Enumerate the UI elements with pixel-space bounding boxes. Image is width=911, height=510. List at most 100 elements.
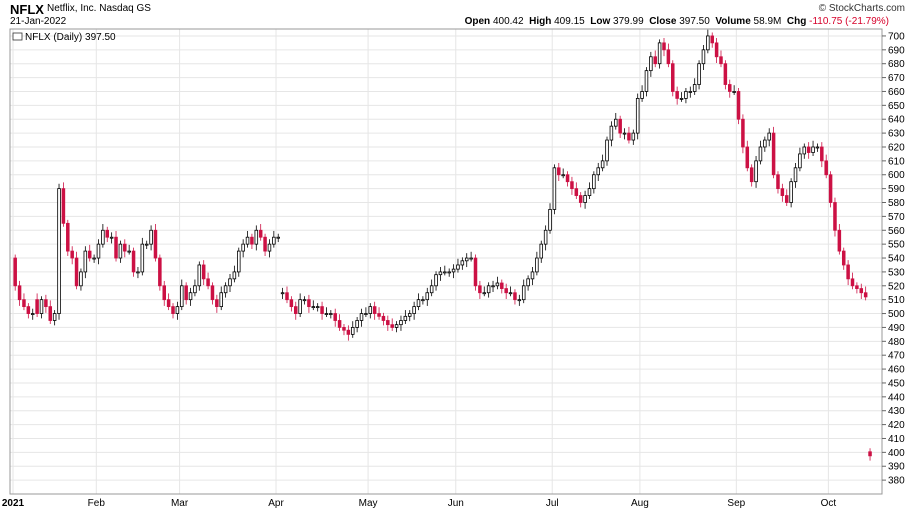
candle-body: [333, 313, 337, 321]
y-tick-label: 510: [888, 295, 905, 306]
y-tick-label: 620: [888, 142, 905, 153]
candle-body: [359, 313, 364, 321]
candle-body: [495, 282, 500, 287]
candle-body: [263, 236, 267, 252]
candle-body: [837, 229, 842, 252]
candle-body: [491, 285, 495, 288]
candle-body: [771, 132, 776, 176]
candle-body: [565, 174, 570, 183]
candle-body: [92, 257, 96, 260]
candle-body: [180, 285, 184, 308]
y-tick-label: 630: [888, 129, 905, 140]
candle-body: [57, 188, 61, 314]
candle-body: [30, 313, 35, 315]
company-name: Netflix, Inc. Nasdaq GS: [47, 3, 151, 14]
candle-body: [44, 299, 48, 308]
candle-body: [307, 299, 311, 308]
candle-body: [841, 250, 846, 266]
candle-body: [482, 292, 487, 295]
candle-body: [850, 278, 855, 287]
candle-body: [140, 243, 145, 273]
candle-body: [272, 236, 276, 245]
candle-body: [500, 282, 504, 289]
candle-body: [802, 146, 807, 155]
candle-body: [386, 320, 390, 326]
y-tick-label: 500: [888, 309, 905, 320]
candle-body: [464, 257, 469, 262]
low-value: 379.99: [613, 16, 644, 27]
candle-body: [763, 139, 767, 148]
candle-body: [22, 299, 26, 308]
candle-body: [662, 42, 666, 51]
x-tick-label: Jun: [448, 498, 464, 509]
candle-body: [13, 257, 17, 287]
candle-body: [710, 35, 714, 44]
candle-body: [806, 146, 811, 153]
candle-body: [614, 118, 618, 127]
candle-body: [175, 306, 180, 314]
candle-body: [206, 278, 210, 287]
candle-body: [315, 306, 320, 309]
open-value: 400.42: [492, 16, 524, 27]
candle-body: [719, 56, 723, 65]
x-tick-label: Oct: [821, 498, 837, 509]
candle-body: [381, 315, 386, 321]
y-tick-label: 400: [888, 448, 905, 459]
candle-body: [776, 174, 780, 190]
candle-body: [539, 243, 544, 259]
candle-body: [394, 324, 399, 328]
candle-body: [535, 257, 539, 273]
candle-body: [557, 167, 561, 176]
candle-body: [868, 451, 872, 457]
candle-body: [855, 285, 859, 289]
candle-body: [640, 91, 644, 99]
candle-body: [337, 320, 342, 328]
candle-body: [228, 278, 232, 287]
candle-body: [136, 271, 140, 274]
x-tick-label: Sep: [727, 498, 745, 509]
candle-body: [671, 63, 675, 92]
y-tick-label: 570: [888, 212, 905, 223]
candle-body: [193, 285, 197, 294]
candle-body: [421, 299, 425, 302]
candle-body: [600, 160, 605, 169]
high-value: 409.15: [554, 16, 585, 27]
candle-body: [83, 250, 88, 273]
candle-body: [688, 91, 693, 93]
candle-body: [74, 257, 79, 287]
x-tick-label: 2021: [2, 498, 25, 509]
candle-body: [736, 91, 741, 120]
candle-body: [201, 264, 206, 280]
high-label: High: [529, 16, 552, 27]
y-tick-label: 670: [888, 73, 905, 84]
candle-body: [530, 271, 535, 280]
candle-body: [631, 132, 636, 141]
candle-body: [749, 167, 754, 183]
y-tick-label: 470: [888, 351, 905, 362]
y-tick-label: 490: [888, 323, 905, 334]
candle-body: [543, 229, 548, 245]
candle-body: [828, 174, 833, 203]
candle-body: [447, 271, 451, 274]
candle-body: [17, 285, 22, 301]
y-tick-label: 680: [888, 59, 905, 70]
ohlc-summary: Open 400.42 High 409.15 Low 379.99 Close…: [465, 16, 889, 27]
chart-header: NFLX Netflix, Inc. Nasdaq GS 21-Jan-2022…: [0, 0, 911, 30]
y-tick-label: 640: [888, 115, 905, 126]
x-tick-label: Mar: [171, 498, 189, 509]
candle-body: [684, 91, 688, 99]
candle-body: [109, 236, 114, 239]
candle-body: [342, 327, 346, 331]
x-tick-label: Feb: [88, 498, 106, 509]
low-label: Low: [590, 16, 611, 27]
chg-label: Chg: [786, 16, 807, 27]
candle-body: [210, 285, 215, 301]
candle-body: [741, 118, 745, 148]
volume-label: Volume: [715, 16, 751, 27]
candle-body: [61, 188, 66, 224]
candle-body: [846, 264, 850, 280]
candle-body: [166, 299, 171, 308]
y-tick-label: 390: [888, 462, 905, 473]
y-tick-label: 540: [888, 254, 905, 265]
candle-body: [298, 299, 302, 314]
